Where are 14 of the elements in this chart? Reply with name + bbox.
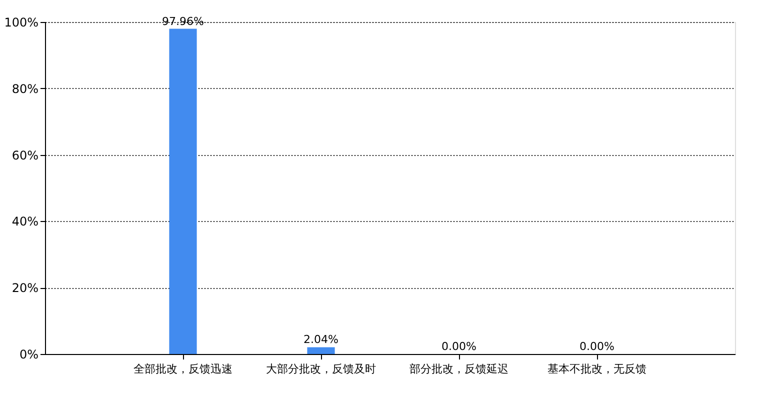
y-tick-label: 100% bbox=[4, 16, 38, 30]
data-label: 97.96% bbox=[162, 14, 204, 28]
x-tick-label: 大部分批改，反馈及时 bbox=[266, 362, 376, 376]
x-tick-label: 全部批改，反馈迅速 bbox=[134, 362, 232, 376]
x-tick-label: 部分批改，反馈延迟 bbox=[410, 362, 508, 376]
data-label: 2.04% bbox=[304, 333, 338, 346]
y-tick-label: 0% bbox=[19, 348, 38, 362]
x-tick-label: 基本不批改，无反馈 bbox=[548, 362, 646, 376]
data-label: 0.00% bbox=[580, 340, 614, 353]
y-tick-label: 60% bbox=[12, 148, 38, 162]
y-tick-label: 40% bbox=[12, 214, 38, 229]
y-tick-label: 20% bbox=[12, 281, 38, 296]
y-tick-label: 80% bbox=[12, 82, 38, 96]
data-label: 0.00% bbox=[442, 340, 476, 353]
